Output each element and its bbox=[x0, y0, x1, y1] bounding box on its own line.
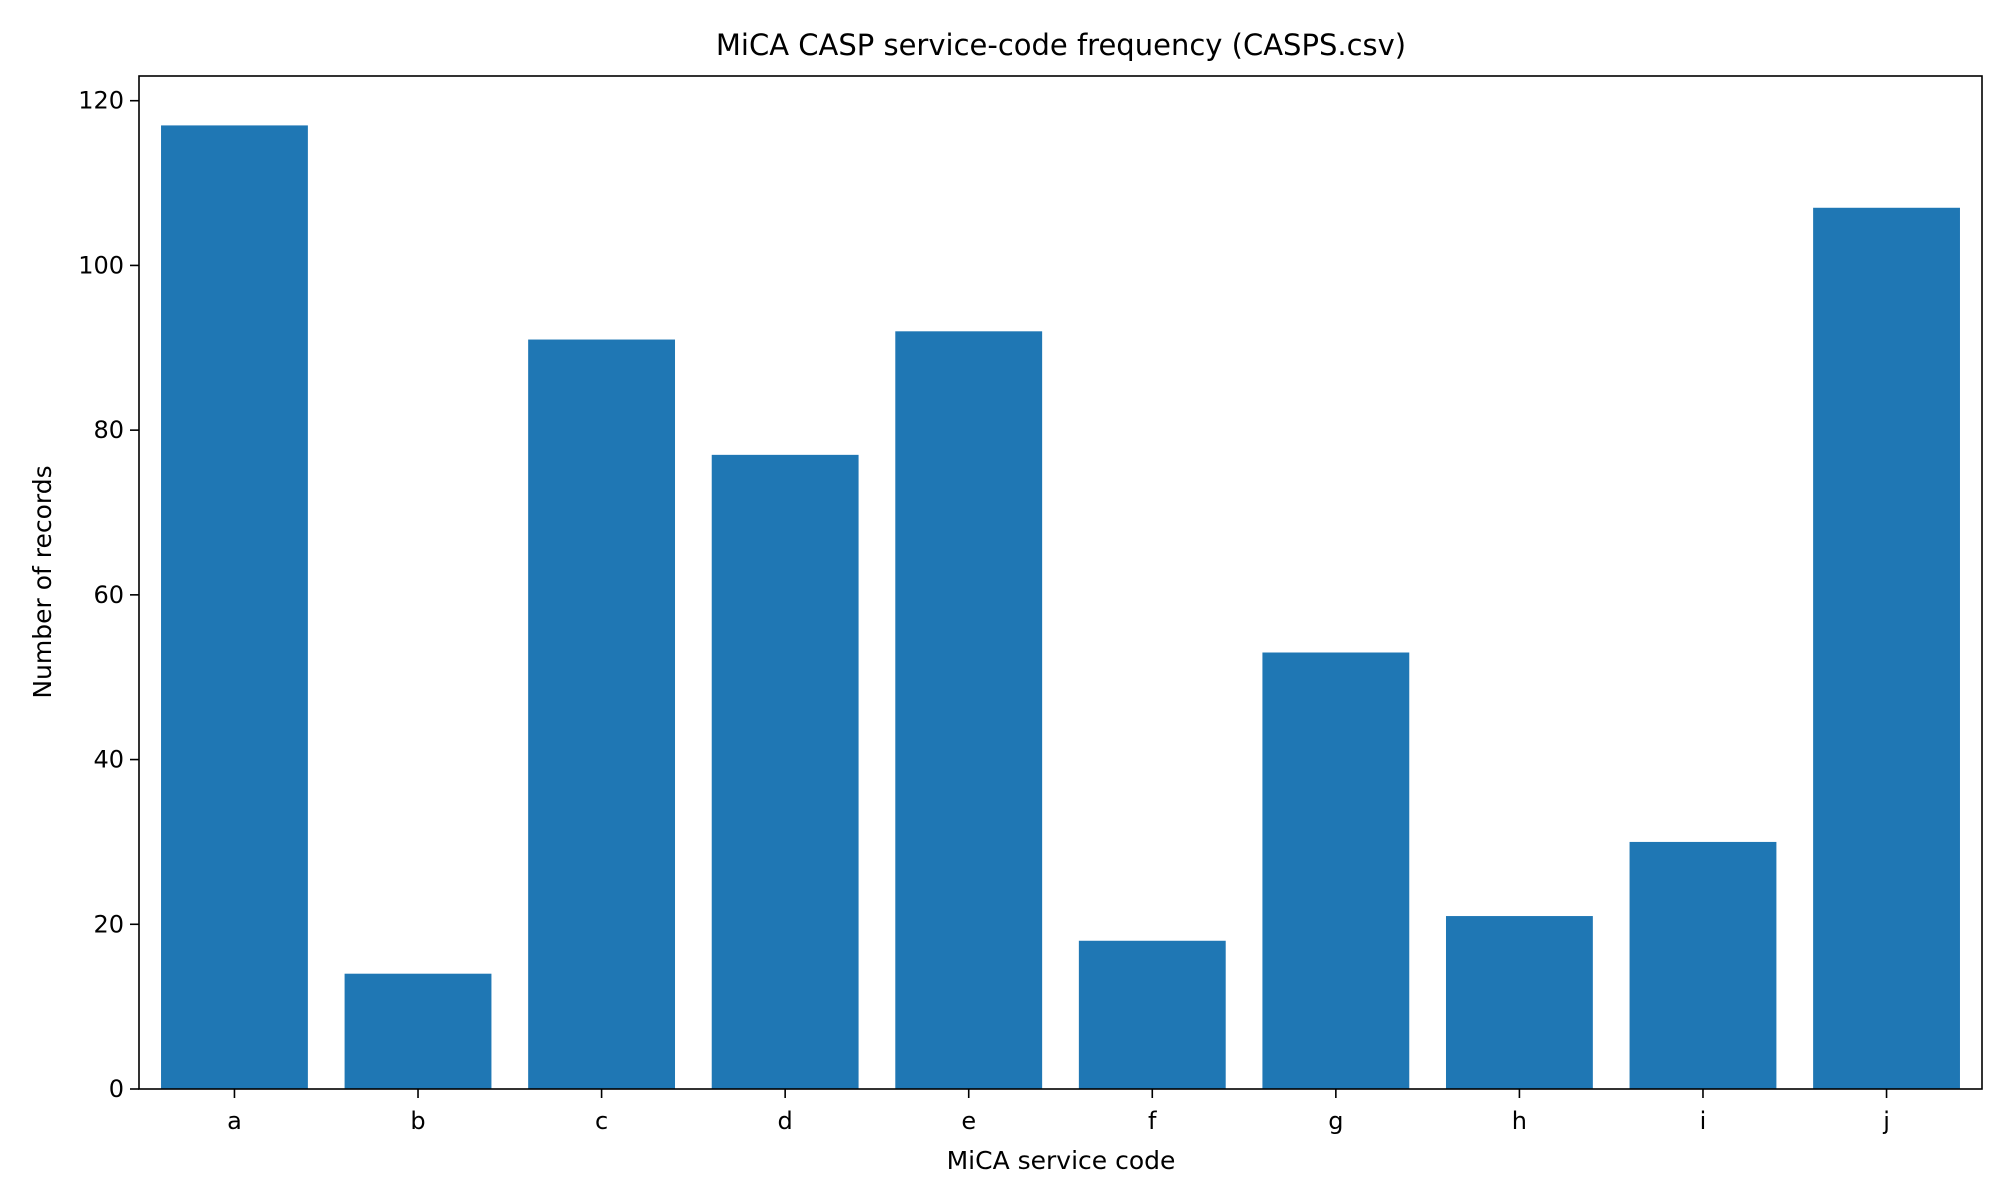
x-tick-label-g: g bbox=[1328, 1107, 1343, 1135]
y-tick-label-100: 100 bbox=[78, 251, 124, 279]
x-tick-label-e: e bbox=[961, 1107, 976, 1135]
y-axis-ticks: 0 20 40 60 80 100 120 bbox=[78, 87, 139, 1103]
bar-e bbox=[895, 331, 1043, 1089]
plot-area-frame bbox=[138, 75, 1983, 1090]
bar-i bbox=[1629, 841, 1777, 1089]
chart-title: MiCA CASP service-code frequency (CASPS.… bbox=[716, 28, 1406, 62]
bar-j bbox=[1813, 207, 1960, 1089]
x-axis-label: MiCA service code bbox=[947, 1146, 1176, 1175]
bars-layer bbox=[161, 125, 1960, 1090]
y-tick-label-0: 0 bbox=[109, 1075, 124, 1103]
y-tick-label-20: 20 bbox=[93, 910, 124, 938]
y-tick-label-120: 120 bbox=[78, 87, 124, 115]
x-tick-label-b: b bbox=[410, 1107, 425, 1135]
x-tick-label-j: j bbox=[1882, 1107, 1890, 1135]
x-tick-label-a: a bbox=[227, 1107, 242, 1135]
x-tick-label-d: d bbox=[778, 1107, 793, 1135]
bar-g bbox=[1262, 652, 1410, 1089]
bar-d bbox=[711, 454, 859, 1090]
y-tick-label-40: 40 bbox=[93, 746, 124, 774]
bar-h bbox=[1445, 916, 1593, 1089]
bar-a bbox=[161, 125, 308, 1089]
x-tick-label-c: c bbox=[595, 1107, 608, 1135]
bar-b bbox=[344, 973, 492, 1089]
y-axis-label: Number of records bbox=[28, 465, 57, 698]
x-tick-label-f: f bbox=[1148, 1107, 1157, 1135]
x-axis-ticks: a b c d e f g h i j bbox=[227, 1089, 1890, 1135]
y-tick-label-80: 80 bbox=[93, 416, 124, 444]
x-tick-label-i: i bbox=[1700, 1107, 1707, 1135]
bar-f bbox=[1078, 940, 1226, 1089]
x-tick-label-h: h bbox=[1512, 1107, 1527, 1135]
y-tick-label-60: 60 bbox=[93, 581, 124, 609]
bar-c bbox=[528, 339, 676, 1089]
